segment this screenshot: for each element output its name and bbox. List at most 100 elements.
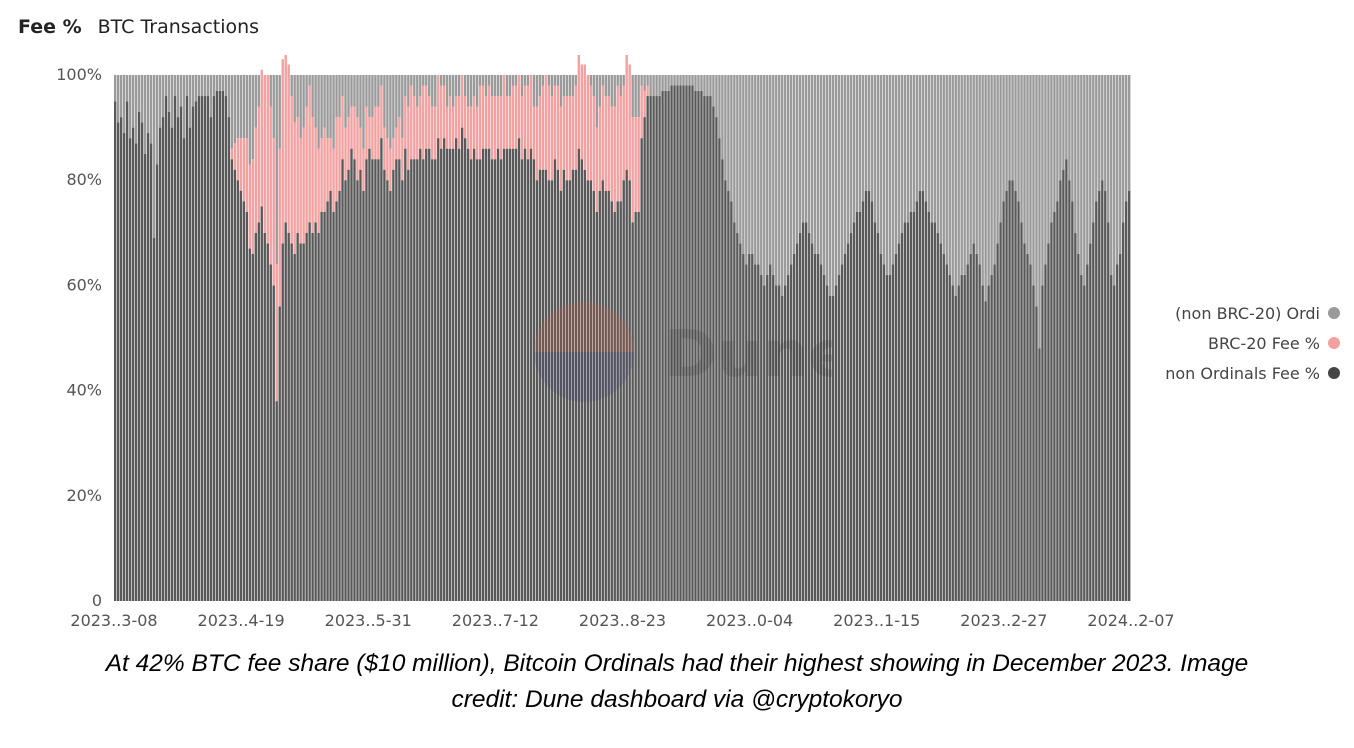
bar-non-ordinals[interactable] [514, 148, 518, 601]
bar-brc20[interactable] [616, 85, 619, 202]
bar-non-ordinals[interactable] [305, 232, 308, 602]
bar-non-brc20-ordinals[interactable] [775, 75, 778, 286]
bar-non-brc20-ordinals[interactable] [275, 75, 278, 265]
bar-non-brc20-ordinals[interactable] [547, 75, 551, 86]
bar-non-brc20-ordinals[interactable] [652, 75, 655, 97]
bar-brc20[interactable] [284, 55, 287, 223]
bar-non-ordinals[interactable] [356, 180, 359, 601]
bar-non-brc20-ordinals[interactable] [1044, 75, 1047, 265]
bar-non-ordinals[interactable] [586, 180, 589, 601]
bar-non-brc20-ordinals[interactable] [362, 75, 365, 149]
bar-non-brc20-ordinals[interactable] [676, 75, 679, 86]
bar-brc20[interactable] [320, 138, 323, 212]
bar-non-ordinals[interactable] [769, 264, 772, 601]
bar-non-ordinals[interactable] [266, 243, 269, 601]
bar-non-brc20-ordinals[interactable] [233, 75, 237, 144]
bar-non-ordinals[interactable] [1086, 264, 1089, 601]
tab-fee-percent[interactable]: Fee % [18, 16, 82, 38]
bar-non-brc20-ordinals[interactable] [323, 75, 326, 128]
bar-non-brc20-ordinals[interactable] [341, 75, 344, 97]
bar-non-brc20-ordinals[interactable] [793, 75, 796, 254]
bar-brc20[interactable] [568, 96, 572, 181]
bar-non-ordinals[interactable] [179, 106, 183, 601]
bar-non-brc20-ordinals[interactable] [903, 75, 907, 223]
bar-non-brc20-ordinals[interactable] [610, 75, 613, 107]
bar-non-brc20-ordinals[interactable] [523, 75, 527, 86]
bar-non-ordinals[interactable] [368, 148, 371, 601]
bar-brc20[interactable] [452, 106, 455, 149]
bar-non-ordinals[interactable] [1026, 253, 1029, 601]
bar-non-ordinals[interactable] [236, 180, 240, 601]
bar-non-brc20-ordinals[interactable] [592, 75, 595, 97]
bar-non-brc20-ordinals[interactable] [1116, 75, 1119, 265]
bar-non-brc20-ordinals[interactable] [1104, 75, 1107, 191]
bar-non-brc20-ordinals[interactable] [305, 75, 308, 107]
bar-non-ordinals[interactable] [724, 180, 727, 601]
bar-non-ordinals[interactable] [1011, 180, 1014, 601]
bar-non-brc20-ordinals[interactable] [945, 75, 948, 265]
bar-brc20[interactable] [350, 106, 353, 149]
bar-non-brc20-ordinals[interactable] [338, 75, 341, 118]
bar-non-ordinals[interactable] [778, 285, 781, 601]
bar-non-ordinals[interactable] [275, 401, 278, 601]
bar-brc20[interactable] [493, 96, 497, 160]
bar-non-brc20-ordinals[interactable] [900, 75, 904, 233]
bar-non-ordinals[interactable] [119, 117, 123, 601]
bar-non-brc20-ordinals[interactable] [1032, 75, 1035, 286]
bar-non-ordinals[interactable] [493, 159, 497, 601]
bar-non-ordinals[interactable] [404, 148, 407, 601]
bar-non-brc20-ordinals[interactable] [119, 75, 123, 118]
bar-non-ordinals[interactable] [837, 274, 841, 601]
bar-non-brc20-ordinals[interactable] [664, 75, 667, 91]
bar-brc20[interactable] [478, 85, 482, 160]
bar-non-ordinals[interactable] [885, 274, 889, 601]
bar-non-brc20-ordinals[interactable] [936, 75, 939, 233]
bar-non-ordinals[interactable] [721, 159, 724, 601]
bar-brc20[interactable] [428, 96, 431, 149]
bar-brc20[interactable] [586, 75, 589, 181]
bar-non-ordinals[interactable] [449, 148, 452, 601]
bar-non-ordinals[interactable] [317, 232, 320, 602]
bar-non-brc20-ordinals[interactable] [140, 75, 144, 123]
bar-non-brc20-ordinals[interactable] [846, 75, 850, 244]
bar-brc20[interactable] [302, 127, 305, 244]
bar-non-brc20-ordinals[interactable] [550, 75, 554, 97]
bar-non-ordinals[interactable] [419, 148, 422, 601]
bar-brc20[interactable] [257, 106, 260, 223]
bar-non-brc20-ordinals[interactable] [679, 75, 682, 86]
bar-non-ordinals[interactable] [625, 169, 628, 601]
bar-non-ordinals[interactable] [1023, 243, 1026, 601]
bar-non-ordinals[interactable] [454, 138, 458, 601]
bar-non-brc20-ordinals[interactable] [864, 75, 868, 191]
bar-non-brc20-ordinals[interactable] [206, 75, 210, 97]
bar-non-brc20-ordinals[interactable] [1047, 75, 1050, 244]
bar-brc20[interactable] [598, 106, 601, 191]
bar-non-brc20-ordinals[interactable] [1074, 75, 1077, 233]
bar-non-ordinals[interactable] [332, 211, 335, 601]
bar-non-ordinals[interactable] [867, 190, 871, 601]
bar-non-brc20-ordinals[interactable] [463, 75, 467, 97]
bar-non-ordinals[interactable] [323, 211, 326, 601]
bar-non-brc20-ordinals[interactable] [1113, 75, 1116, 286]
bar-non-ordinals[interactable] [215, 90, 219, 601]
bar-non-ordinals[interactable] [131, 127, 135, 601]
bar-non-ordinals[interactable] [532, 159, 536, 601]
bar-non-brc20-ordinals[interactable] [538, 75, 542, 97]
bar-non-brc20-ordinals[interactable] [879, 75, 883, 254]
bar-non-brc20-ordinals[interactable] [571, 75, 575, 97]
bar-non-brc20-ordinals[interactable] [906, 75, 910, 223]
bar-non-brc20-ordinals[interactable] [457, 75, 461, 97]
bar-non-ordinals[interactable] [260, 206, 263, 602]
bar-non-brc20-ordinals[interactable] [748, 75, 751, 254]
bar-non-brc20-ordinals[interactable] [909, 75, 913, 212]
bar-non-brc20-ordinals[interactable] [155, 75, 159, 165]
bar-brc20[interactable] [532, 106, 536, 160]
bar-non-ordinals[interactable] [158, 127, 162, 601]
bar-non-ordinals[interactable] [194, 101, 198, 602]
bar-non-brc20-ordinals[interactable] [314, 75, 317, 128]
bar-brc20[interactable] [344, 127, 347, 181]
bar-brc20[interactable] [547, 85, 551, 181]
bar-non-brc20-ordinals[interactable] [194, 75, 198, 102]
bar-brc20[interactable] [502, 75, 506, 149]
bar-non-brc20-ordinals[interactable] [942, 75, 945, 254]
